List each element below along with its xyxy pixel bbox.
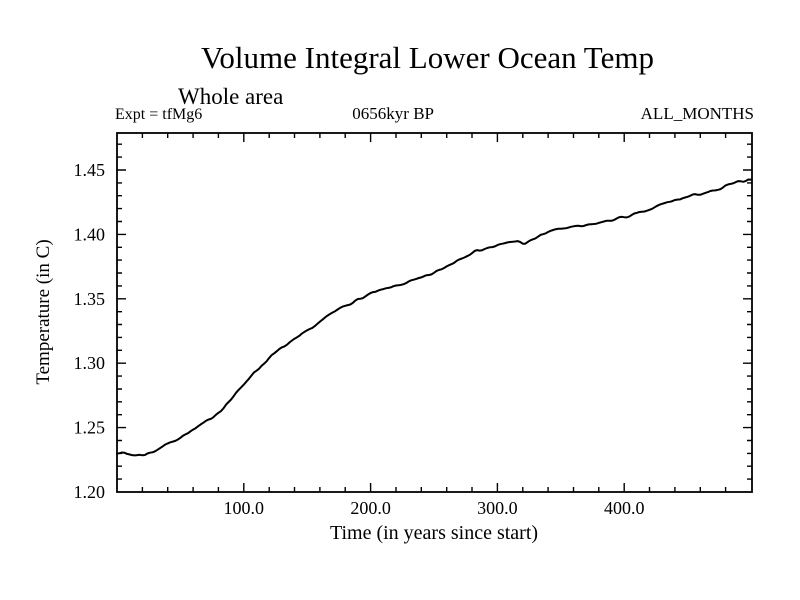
temperature-line (116, 178, 752, 457)
y-tick-label: 1.35 (74, 289, 106, 309)
axis-ticks (117, 133, 752, 492)
x-tick-label: 300.0 (477, 498, 518, 518)
y-tick-label: 1.25 (74, 418, 106, 438)
x-tick-label: 400.0 (604, 498, 645, 518)
y-axis-label: Temperature (in C) (33, 239, 54, 385)
chart-subtitle: Whole area (178, 84, 284, 109)
x-tick-label: 100.0 (224, 498, 265, 518)
annotation-experiment: Expt = tfMg6 (115, 106, 203, 123)
y-tick-label: 1.45 (74, 160, 106, 180)
chart-title: Volume Integral Lower Ocean Temp (201, 40, 654, 75)
y-tick-label: 1.30 (74, 353, 106, 373)
y-tick-label: 1.20 (74, 482, 106, 502)
y-axis-tick-labels: 1.20 1.25 1.30 1.35 1.40 1.45 (74, 160, 106, 502)
annotation-months: ALL_MONTHS (640, 104, 754, 123)
annotation-time-bp: 0656kyr BP (352, 104, 435, 123)
x-tick-label: 200.0 (350, 498, 391, 518)
x-axis-label: Time (in years since start) (329, 522, 539, 544)
y-tick-label: 1.40 (74, 224, 106, 244)
x-axis-tick-labels: 100.0 200.0 300.0 400.0 (224, 498, 645, 518)
plot-frame (116, 132, 753, 493)
